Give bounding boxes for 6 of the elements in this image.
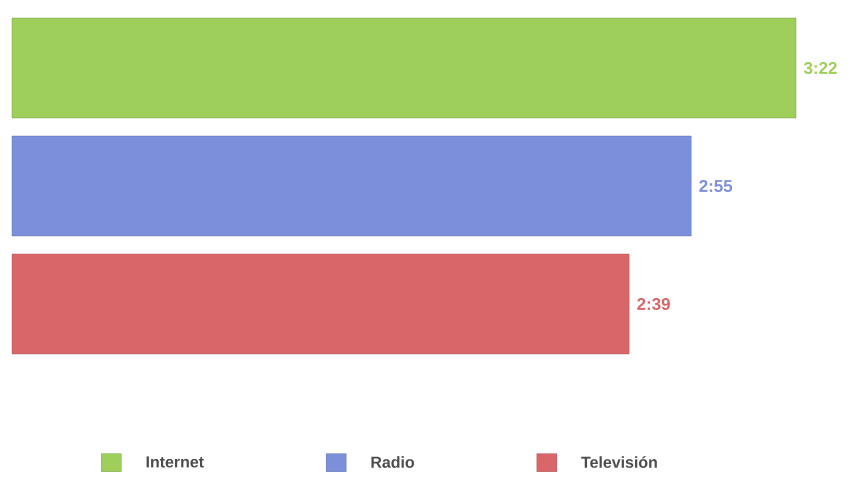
- legend-label: Internet: [146, 456, 204, 468]
- legend-label: Radio: [371, 456, 414, 468]
- data-label: 2:39: [637, 298, 670, 310]
- data-label: 2:55: [699, 180, 732, 192]
- legend-label: Televisión: [581, 456, 657, 468]
- data-label: 3:22: [804, 62, 837, 74]
